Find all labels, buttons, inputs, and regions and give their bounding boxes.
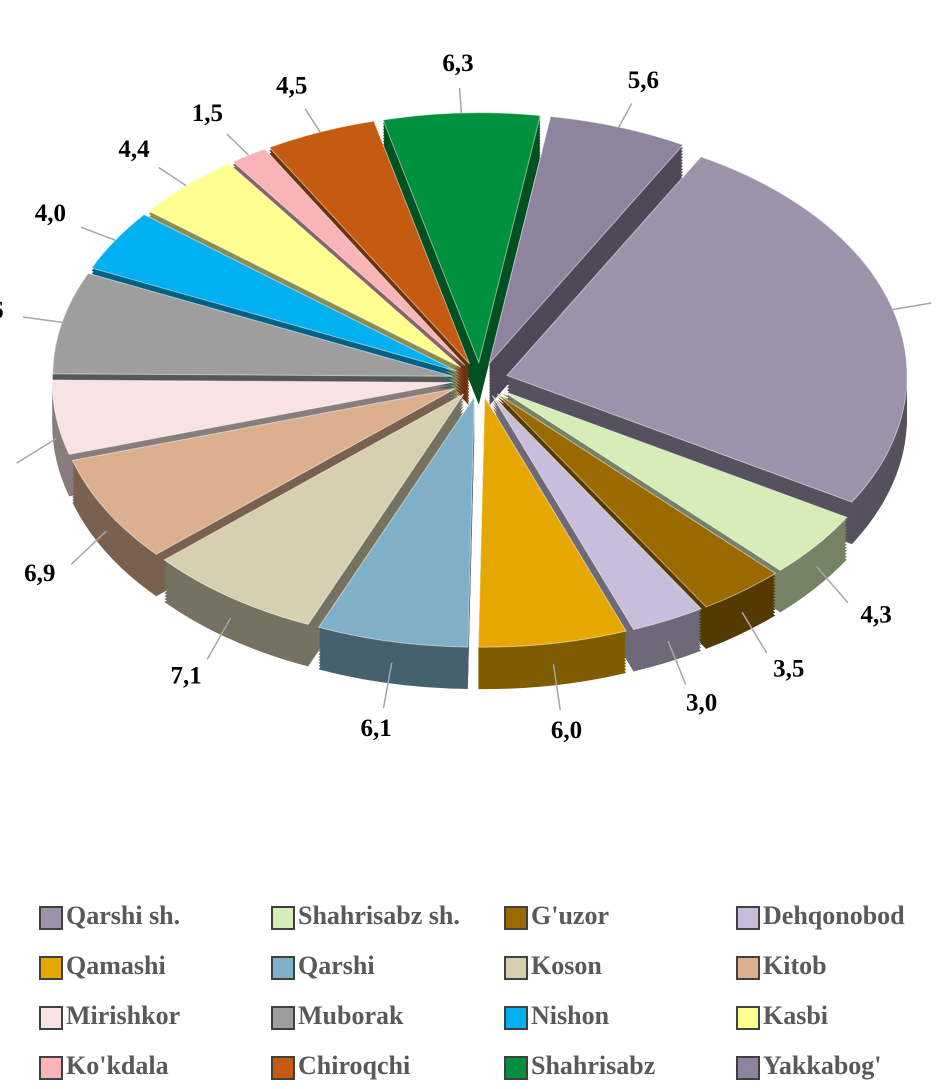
slice	[147, 163, 462, 368]
data-label: 1,5	[192, 100, 223, 127]
slice	[232, 148, 466, 366]
leader-line	[16, 437, 57, 464]
legend-swatch	[39, 956, 63, 980]
legend-label: Qarshi	[298, 951, 375, 980]
legend-label: Kitob	[763, 951, 827, 980]
legend-label: Nishon	[531, 1001, 610, 1030]
data-label: 6,3	[442, 50, 473, 77]
legend-label: Shahrisabz	[531, 1051, 655, 1080]
data-label: 4,4	[118, 136, 150, 163]
data-label: 6,6	[0, 297, 3, 324]
legend-swatch	[504, 1056, 528, 1080]
slice	[501, 390, 848, 571]
leader-line	[892, 302, 932, 311]
slice	[488, 116, 684, 364]
data-label: 4,3	[861, 601, 892, 628]
data-label: 4,0	[35, 200, 66, 227]
slice	[268, 120, 471, 365]
data-label: 6,0	[551, 717, 582, 744]
data-label: 3,0	[686, 690, 717, 717]
leader-line	[226, 133, 250, 156]
leader-line	[158, 166, 187, 187]
legend-label: Qamashi	[66, 951, 166, 980]
data-label: 6,1	[360, 715, 391, 742]
leader-line	[552, 664, 562, 711]
legend-swatch	[504, 956, 528, 980]
slice	[71, 387, 456, 555]
legend-label: Yakkabog'	[763, 1051, 882, 1080]
slice	[491, 395, 703, 631]
leader-line	[22, 316, 63, 324]
legend-label: Ko'kdala	[66, 1051, 169, 1080]
data-label: 3,5	[773, 656, 804, 683]
slice	[506, 156, 908, 503]
legend-label: G'uzor	[531, 901, 609, 930]
slice	[51, 379, 453, 455]
slice	[496, 393, 777, 608]
legend-label: Muborak	[298, 1001, 404, 1030]
legend-swatch	[271, 1006, 295, 1030]
legend-swatch	[736, 1006, 760, 1030]
legend-label: Koson	[531, 951, 602, 980]
legend-label: Shahrisabz sh.	[298, 901, 460, 930]
leader-line	[304, 108, 321, 133]
legend-swatch	[271, 956, 295, 980]
leader-line	[80, 226, 116, 241]
leader-line	[815, 565, 849, 604]
legend-swatch	[39, 1056, 63, 1080]
legend-label: Chiroqchi	[298, 1051, 410, 1080]
slice	[317, 395, 475, 648]
slice	[382, 112, 541, 365]
data-label: 6,9	[24, 560, 55, 587]
leader-line	[458, 87, 463, 113]
legend-swatch	[39, 1006, 63, 1030]
data-label: 5,6	[628, 67, 659, 94]
slice	[477, 395, 627, 648]
legend-swatch	[504, 906, 528, 930]
leader-line	[206, 617, 232, 660]
legend-swatch	[736, 956, 760, 980]
leader-line	[618, 103, 633, 128]
leader-line	[70, 530, 107, 565]
legend-swatch	[736, 1056, 760, 1080]
leader-line	[667, 640, 687, 685]
slice	[90, 213, 457, 372]
legend-label: Kasbi	[763, 1001, 828, 1030]
slice	[163, 393, 465, 626]
legend-swatch	[39, 906, 63, 930]
legend-swatch	[271, 1056, 295, 1080]
data-label: 7,1	[171, 663, 202, 690]
data-label: 4,5	[276, 73, 307, 100]
legend-label: Mirishkor	[66, 1001, 180, 1030]
legend-swatch	[504, 1006, 528, 1030]
legend-swatch	[271, 906, 295, 930]
leader-line	[741, 611, 768, 654]
leader-line	[382, 662, 393, 709]
legend-swatch	[736, 906, 760, 930]
legend-label: Qarshi sh.	[66, 901, 180, 930]
legend-label: Dehqonobod	[763, 901, 905, 930]
